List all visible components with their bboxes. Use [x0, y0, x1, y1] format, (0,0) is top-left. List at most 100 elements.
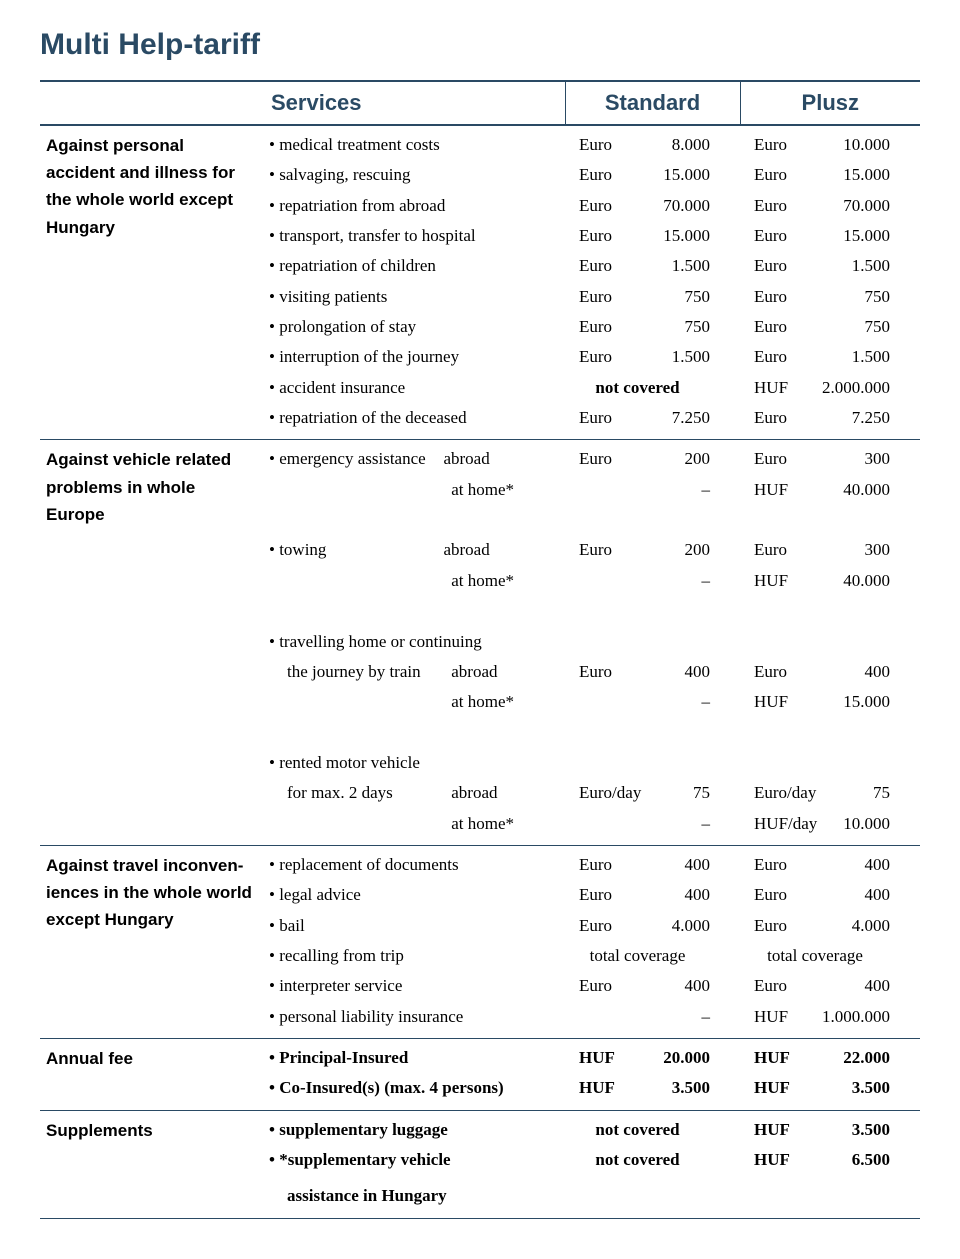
plusz-value: 750 — [800, 282, 920, 312]
service-label: at home* — [265, 809, 565, 845]
standard-currency: Euro — [565, 403, 625, 439]
service-label: emergency assistance abroad — [265, 440, 565, 475]
service-label: rented motor vehicle — [265, 748, 565, 778]
standard-value: 15.000 — [625, 221, 740, 251]
col-standard: Standard — [565, 81, 740, 125]
service-label: repatriation of the deceased — [265, 403, 565, 439]
service-label: repatriation of children — [265, 251, 565, 281]
standard-currency: HUF — [565, 1073, 625, 1109]
service-label: transport, transfer to hospital — [265, 221, 565, 251]
standard-value: 15.000 — [625, 160, 740, 190]
standard-value: 4.000 — [625, 911, 740, 941]
plusz-value: 6.500 — [800, 1145, 920, 1181]
category-label: Against vehicle related problems in whol… — [40, 440, 265, 845]
standard-currency: Euro/day — [565, 778, 625, 808]
plusz-value: 1.000.000 — [800, 1002, 920, 1038]
standard-value: 70.000 — [625, 191, 740, 221]
standard-currency: HUF — [565, 1038, 625, 1073]
standard-value: 8.000 — [625, 125, 740, 160]
plusz-value: 10.000 — [800, 809, 920, 845]
standard-value: 75 — [625, 778, 740, 808]
plusz-value: 300 — [800, 440, 920, 475]
standard-currency: Euro — [565, 282, 625, 312]
standard-value: not covered — [565, 1110, 740, 1145]
service-label: bail — [265, 911, 565, 941]
service-label: Principal-Insured — [265, 1038, 565, 1073]
standard-currency: Euro — [565, 191, 625, 221]
plusz-value: 22.000 — [800, 1038, 920, 1073]
plusz-currency: HUF/day — [740, 809, 800, 845]
standard-currency: Euro — [565, 251, 625, 281]
standard-value: – — [625, 809, 740, 845]
plusz-value: 1.500 — [800, 251, 920, 281]
standard-value: – — [625, 475, 740, 505]
standard-value: not covered — [565, 1145, 740, 1181]
col-plusz: Plusz — [740, 81, 920, 125]
standard-currency: Euro — [565, 657, 625, 687]
plusz-value: 10.000 — [800, 125, 920, 160]
service-label: for max. 2 days abroad — [265, 778, 565, 808]
standard-currency: Euro — [565, 880, 625, 910]
service-label: medical treatment costs — [265, 125, 565, 160]
plusz-value: 70.000 — [800, 191, 920, 221]
standard-currency: Euro — [565, 971, 625, 1001]
service-label: recalling from trip — [265, 941, 565, 971]
category-label: Against travel inconven-iences in the wh… — [40, 845, 265, 1038]
plusz-value: 75 — [800, 778, 920, 808]
plusz-value: 300 — [800, 535, 920, 565]
standard-currency: Euro — [565, 845, 625, 880]
plusz-currency: HUF — [740, 373, 800, 403]
standard-value: 1.500 — [625, 251, 740, 281]
table-row: Against personal accident and illness fo… — [40, 125, 920, 160]
standard-value: – — [625, 687, 740, 717]
service-label: repatriation from abroad — [265, 191, 565, 221]
service-label: at home* — [265, 566, 565, 596]
standard-currency: Euro — [565, 911, 625, 941]
service-label: accident insurance — [265, 373, 565, 403]
plusz-value: 15.000 — [800, 221, 920, 251]
standard-value: 1.500 — [625, 342, 740, 372]
plusz-value: 7.250 — [800, 403, 920, 439]
standard-currency: Euro — [565, 125, 625, 160]
standard-value: 3.500 — [625, 1073, 740, 1109]
category-label: Against personal accident and illness fo… — [40, 125, 265, 439]
plusz-value: 40.000 — [800, 475, 920, 505]
service-label: *supplementary vehicle — [265, 1145, 565, 1181]
table-row: Against vehicle related problems in whol… — [40, 440, 920, 475]
plusz-currency: Euro — [740, 535, 800, 565]
standard-currency: Euro — [565, 535, 625, 565]
standard-value: 200 — [625, 440, 740, 475]
standard-value: 400 — [625, 845, 740, 880]
standard-currency: Euro — [565, 440, 625, 475]
standard-value: 200 — [625, 535, 740, 565]
standard-currency: Euro — [565, 160, 625, 190]
standard-value: 400 — [625, 971, 740, 1001]
plusz-currency: HUF — [740, 475, 800, 505]
category-label: Annual fee — [40, 1038, 265, 1109]
table-row: Against travel inconven-iences in the wh… — [40, 845, 920, 880]
plusz-value: 400 — [800, 657, 920, 687]
plusz-currency: Euro — [740, 971, 800, 1001]
plusz-currency: Euro — [740, 440, 800, 475]
plusz-currency: Euro — [740, 911, 800, 941]
plusz-currency: Euro — [740, 403, 800, 439]
plusz-value: 400 — [800, 971, 920, 1001]
standard-currency: Euro — [565, 221, 625, 251]
standard-value: 20.000 — [625, 1038, 740, 1073]
plusz-value: 2.000.000 — [800, 373, 920, 403]
plusz-value: 750 — [800, 312, 920, 342]
plusz-currency: Euro — [740, 160, 800, 190]
service-label: interpreter service — [265, 971, 565, 1001]
plusz-value: 40.000 — [800, 566, 920, 596]
service-label: the journey by train abroad — [265, 657, 565, 687]
service-label: towing abroad — [265, 535, 565, 565]
plusz-value: 4.000 — [800, 911, 920, 941]
standard-value: 750 — [625, 312, 740, 342]
service-label: legal advice — [265, 880, 565, 910]
service-label: at home* — [265, 687, 565, 717]
standard-value: not covered — [565, 373, 740, 403]
plusz-currency: Euro — [740, 282, 800, 312]
tariff-table: Services Standard Plusz Against personal… — [40, 80, 920, 1219]
plusz-currency: Euro — [740, 312, 800, 342]
table-row: Supplementssupplementary luggagenot cove… — [40, 1110, 920, 1145]
